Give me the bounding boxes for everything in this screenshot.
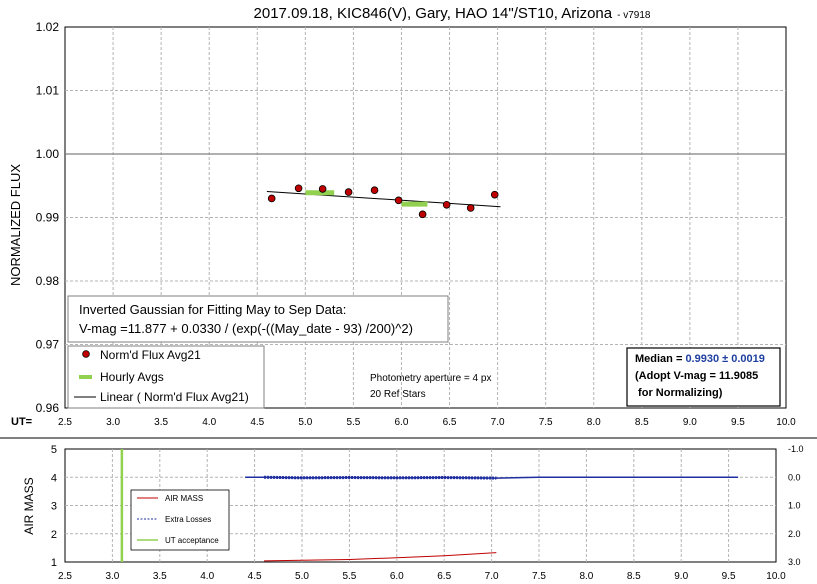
y2-tick-label: 3.0 (788, 557, 801, 567)
legend-label-airmass: AIR MASS (165, 494, 203, 503)
x-tick-label: 7.5 (539, 417, 553, 428)
y-tick-label: 0.96 (36, 401, 60, 415)
median-box: Median = 0.9930 ± 0.0019 (Adopt V-mag = … (626, 347, 781, 407)
y-tick-label: 1.02 (36, 20, 60, 34)
airmass-plot: 1 2 3 4 5 -1.0 0.0 1.0 2.0 3.0 2.5 3.0 3.5 4.0 4.5 5.… (22, 444, 804, 582)
y2-tick-label: 1.0 (788, 501, 801, 511)
flux-point (466, 204, 475, 212)
x-tick-label: 3.5 (154, 417, 168, 428)
legend-marker-flux (82, 350, 90, 358)
x-tick-label: 5.0 (298, 417, 312, 428)
x-tick-label: 8.0 (587, 417, 601, 428)
x-tick-label: 2.5 (58, 571, 72, 582)
flux-series (266, 184, 501, 219)
y-tick-label: 1.00 (36, 147, 60, 161)
y-tick-label: 0.97 (36, 338, 60, 352)
x-tick-label: 4.5 (250, 417, 264, 428)
x-tick-label: 9.0 (674, 571, 688, 582)
flux-point (267, 194, 276, 203)
x-tick-label: 9.5 (731, 417, 745, 428)
legend-label-flux: Norm'd Flux Avg21 (100, 348, 201, 362)
x-tick-label: 6.5 (437, 571, 451, 582)
x-tick-label: 7.5 (532, 571, 546, 582)
x-tick-label: 7.0 (485, 571, 499, 582)
x-tick-label: 6.0 (390, 571, 404, 582)
ref-stars-annotation: 20 Ref Stars (370, 389, 426, 400)
flux-point (442, 201, 451, 209)
x-tick-label: 2.5 (58, 417, 72, 428)
airmass-y-tick-labels: 1 2 3 4 5 (51, 444, 57, 569)
legend-label-hourly: Hourly Avgs (100, 370, 164, 384)
x-tick-label: 8.5 (635, 417, 649, 428)
y-tick-label: 1 (51, 557, 57, 569)
flux-x-tick-labels: 2.5 3.0 3.5 4.0 4.5 5.0 5.5 6.0 6.5 7.0 7.5 8.0 8.5 9… (58, 417, 796, 428)
air-mass-line (264, 552, 497, 562)
flux-point (370, 186, 379, 194)
x-tick-label: 10.0 (766, 571, 786, 582)
legend-label-linear: Linear ( Norm'd Flux Avg21) (100, 390, 249, 404)
fit-equation-line2: V-mag =11.877 + 0.0330 / (exp(-((May_dat… (79, 321, 413, 336)
x-tick-label: 8.5 (627, 571, 641, 582)
y-tick-label: 1.01 (36, 84, 60, 98)
x-tick-label: 8.0 (579, 571, 593, 582)
flux-point (490, 190, 499, 199)
x-tick-label: 5.0 (295, 571, 309, 582)
flux-point (294, 184, 303, 193)
flux-legend: Norm'd Flux Avg21 Hourly Avgs Linear ( N… (67, 345, 265, 409)
x-tick-label: 5.5 (346, 417, 360, 428)
y-tick-label: 5 (51, 444, 57, 456)
x-tick-label: 6.5 (443, 417, 457, 428)
x-tick-label: 3.5 (153, 571, 167, 582)
flux-y-tick-labels: 0.96 0.97 0.98 0.99 1.00 1.01 1.02 (36, 20, 60, 415)
fit-equation-box: Inverted Gaussian for Fitting May to Sep… (67, 295, 449, 343)
y-tick-label: 4 (51, 472, 57, 484)
chart-title: 2017.09.18, KIC846(V), Gary, HAO 14"/ST1… (254, 5, 651, 22)
flux-point (418, 210, 427, 219)
x-tick-label: 4.0 (200, 571, 214, 582)
flux-plot: 2017.09.18, KIC846(V), Gary, HAO 14"/ST1… (8, 5, 796, 428)
y-tick-label: 0.99 (36, 211, 60, 225)
median-label: Median = (635, 353, 685, 365)
legend-label-extra-losses: Extra Losses (165, 515, 211, 524)
svg-text:Median = 0.9930 ± 0.0019: Median = 0.9930 ± 0.0019 (635, 353, 765, 365)
x-tick-label: 7.0 (491, 417, 505, 428)
median-adopt-line: (Adopt V-mag = 11.9085 (635, 370, 758, 382)
flux-grid (65, 27, 786, 408)
extra-losses-y-tick-labels: -1.0 0.0 1.0 2.0 3.0 (788, 444, 804, 567)
airmass-y-axis-label: AIR MASS (22, 477, 36, 534)
y-tick-label: 3 (51, 501, 57, 513)
airmass-legend: AIR MASS Extra Losses UT acceptance (130, 489, 230, 551)
fit-equation-line1: Inverted Gaussian for Fitting May to Sep… (79, 302, 346, 317)
x-tick-label: 4.0 (202, 417, 216, 428)
x-tick-label: 10.0 (776, 417, 796, 428)
ut-label: UT= (11, 416, 32, 428)
y-tick-label: 0.98 (36, 274, 60, 288)
aperture-annotation: Photometry aperture = 4 px (370, 373, 491, 384)
x-tick-label: 4.5 (248, 571, 262, 582)
airmass-x-tick-labels: 2.5 3.0 3.5 4.0 4.5 5.0 5.5 6.0 6.5 7.0 7.5 8.0 8.5 9… (58, 571, 786, 582)
y2-tick-label: 2.0 (788, 529, 801, 539)
x-tick-label: 5.5 (342, 571, 356, 582)
extra-losses-data (264, 475, 497, 480)
x-tick-label: 6.0 (395, 417, 409, 428)
flux-point (344, 188, 353, 196)
airmass-series (120, 449, 739, 562)
median-value: 0.9930 ± 0.0019 (685, 353, 764, 365)
y-tick-label: 2 (51, 529, 57, 541)
flux-y-axis-label: NORMALIZED FLUX (8, 164, 23, 286)
x-tick-label: 3.0 (105, 571, 119, 582)
x-tick-label: 9.5 (722, 571, 736, 582)
y2-tick-label: 0.0 (788, 472, 801, 482)
flux-point (318, 185, 327, 193)
x-tick-label: 9.0 (683, 417, 697, 428)
flux-point (394, 196, 403, 205)
y2-tick-label: -1.0 (788, 444, 804, 454)
legend-label-ut-acceptance: UT acceptance (165, 536, 219, 545)
x-tick-label: 3.0 (106, 417, 120, 428)
median-normalizing-line: for Normalizing) (635, 387, 723, 399)
